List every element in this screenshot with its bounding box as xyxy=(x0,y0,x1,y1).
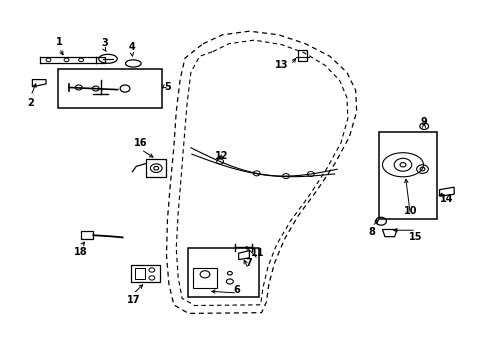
Bar xyxy=(81,231,93,239)
Bar xyxy=(135,268,145,279)
Text: 13: 13 xyxy=(274,59,288,69)
Bar xyxy=(188,248,259,297)
Text: 17: 17 xyxy=(126,296,140,306)
Text: 5: 5 xyxy=(163,82,170,93)
Text: 18: 18 xyxy=(74,247,88,257)
Text: 9: 9 xyxy=(420,117,427,127)
Bar xyxy=(146,159,166,177)
Text: 11: 11 xyxy=(251,248,264,258)
Bar xyxy=(378,132,436,220)
Text: 8: 8 xyxy=(368,227,375,237)
Text: 6: 6 xyxy=(233,285,240,295)
Text: 3: 3 xyxy=(101,38,108,48)
Text: 15: 15 xyxy=(408,232,422,242)
Circle shape xyxy=(75,85,82,90)
Text: 7: 7 xyxy=(244,258,251,268)
Text: 10: 10 xyxy=(403,206,416,216)
Text: 1: 1 xyxy=(56,37,62,46)
Bar xyxy=(131,265,159,282)
Circle shape xyxy=(92,86,99,91)
Text: 12: 12 xyxy=(215,150,228,161)
Bar xyxy=(193,268,216,288)
Bar xyxy=(58,69,161,108)
Text: 2: 2 xyxy=(27,98,34,108)
Text: 16: 16 xyxy=(134,139,147,148)
Bar xyxy=(298,50,306,61)
Text: 14: 14 xyxy=(439,194,452,204)
Text: 4: 4 xyxy=(128,42,135,51)
